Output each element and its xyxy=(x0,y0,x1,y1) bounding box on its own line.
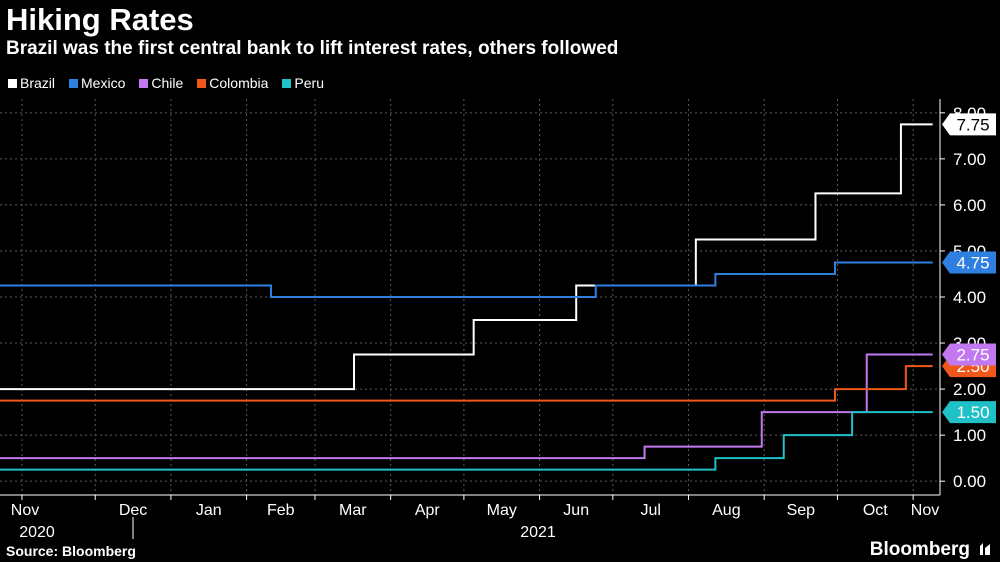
end-label-brazil: 7.75 xyxy=(942,113,996,136)
x-tick-label: Jan xyxy=(196,502,222,519)
end-label-chile: 2.75 xyxy=(942,343,996,366)
end-label-tag xyxy=(942,251,996,274)
series-line-mexico xyxy=(0,261,933,298)
legend-swatch xyxy=(69,78,79,88)
y-tick-label: 7.00 xyxy=(953,150,986,169)
source-note: Source: Bloomberg xyxy=(6,543,136,559)
legend-item-chile: Chile xyxy=(139,75,183,91)
series-line-brazil xyxy=(0,123,933,391)
brand-logo: Bloomberg xyxy=(869,539,970,560)
legend-item-brazil: Brazil xyxy=(8,75,55,91)
x-tick-label: Sep xyxy=(787,502,816,519)
x-tick-label: Nov xyxy=(11,502,39,519)
series-line-colombia xyxy=(0,365,933,402)
end-label-tag xyxy=(942,343,996,366)
series-line-peru xyxy=(0,411,933,471)
end-label-text: 4.75 xyxy=(956,253,989,272)
legend-swatch xyxy=(282,78,292,88)
end-label-text: 1.50 xyxy=(956,403,989,422)
y-tick-label: 4.00 xyxy=(953,288,986,307)
y-tick-label: 1.00 xyxy=(953,426,986,445)
x-tick-label: Feb xyxy=(267,502,295,519)
end-label-peru: 1.50 xyxy=(942,401,996,424)
legend-item-mexico: Mexico xyxy=(69,75,125,91)
legend-label: Brazil xyxy=(20,75,56,91)
y-tick-label: 6.00 xyxy=(953,196,986,215)
x-tick-label: Jul xyxy=(640,502,660,519)
x-tick-label: Oct xyxy=(863,502,888,519)
chart-title: Hiking Rates xyxy=(6,2,194,37)
legend-label: Mexico xyxy=(81,75,126,91)
x-tick-label: Nov xyxy=(911,502,939,519)
end-label-mexico: 4.75 xyxy=(942,251,996,274)
x-year-label: 2021 xyxy=(520,524,556,541)
end-label-tag xyxy=(942,113,996,136)
x-tick-label: Mar xyxy=(339,502,367,519)
legend-swatch xyxy=(8,78,17,88)
legend-item-peru: Peru xyxy=(282,75,324,91)
legend-label: Colombia xyxy=(209,75,269,91)
legend-label: Chile xyxy=(151,75,184,91)
bloomberg-mark-icon xyxy=(980,543,990,555)
legend-swatch xyxy=(139,78,149,88)
end-label-tag xyxy=(942,401,996,424)
x-tick-label: May xyxy=(487,502,517,519)
end-label-text: 7.75 xyxy=(956,115,989,134)
chart-subtitle: Brazil was the first central bank to lif… xyxy=(6,38,619,59)
legend: Brazil Mexico Chile Colombia Peru xyxy=(8,75,324,91)
x-tick-label: Apr xyxy=(415,502,441,519)
y-tick-label: 2.00 xyxy=(953,380,986,399)
legend-swatch xyxy=(197,78,207,88)
x-year-label: 2020 xyxy=(19,524,55,541)
x-tick-label: Jun xyxy=(563,502,589,519)
series-line-chile xyxy=(0,353,933,460)
end-label-text: 2.75 xyxy=(956,346,989,365)
legend-item-colombia: Colombia xyxy=(197,75,268,91)
legend-label: Peru xyxy=(294,75,324,91)
x-tick-label: Dec xyxy=(119,502,147,519)
y-tick-label: 0.00 xyxy=(953,472,986,491)
x-tick-label: Aug xyxy=(712,502,740,519)
